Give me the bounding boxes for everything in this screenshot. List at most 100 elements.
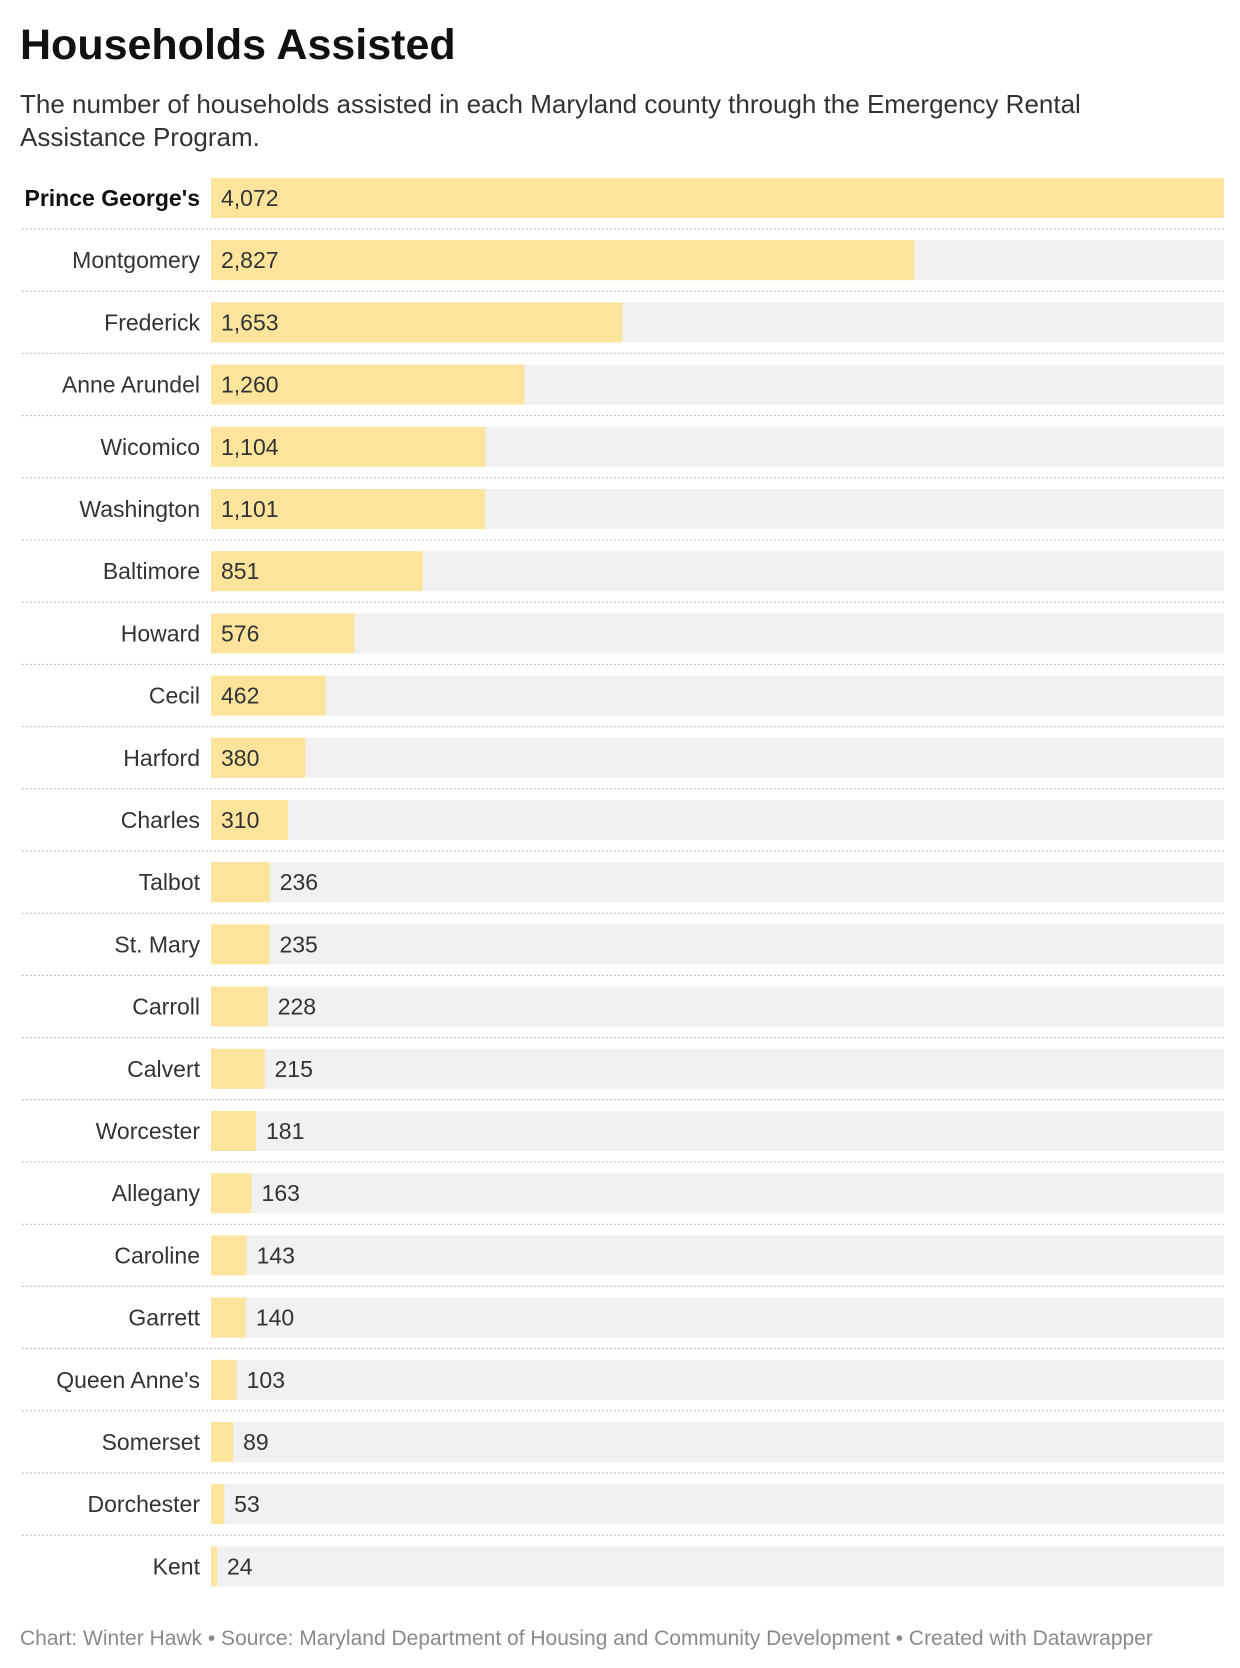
value-label: 235 xyxy=(279,931,317,957)
bar-track xyxy=(211,1359,1224,1400)
bar-track xyxy=(211,1297,1224,1338)
value-label: 215 xyxy=(274,1056,312,1082)
bar-row: Harford 380 xyxy=(22,737,1224,790)
bar xyxy=(211,862,270,903)
bar xyxy=(211,1235,247,1276)
value-label: 4,072 xyxy=(221,185,279,211)
bar-row: Allegany 163 xyxy=(22,1173,1224,1225)
category-label: Washington xyxy=(79,496,200,522)
bar xyxy=(211,1484,225,1525)
category-label: Somerset xyxy=(102,1429,201,1455)
chart-footer: Chart: Winter Hawk • Source: Maryland De… xyxy=(20,1627,1153,1650)
category-label: Wicomico xyxy=(100,434,200,460)
value-label: 2,827 xyxy=(221,247,279,273)
category-label: Prince George's xyxy=(25,185,201,211)
category-label: Worcester xyxy=(96,1118,201,1144)
bar-track xyxy=(211,1235,1224,1276)
bar-row: Baltimore 851 xyxy=(22,551,1224,603)
bar-row: Worcester 181 xyxy=(22,1111,1224,1163)
category-label: Caroline xyxy=(114,1242,200,1268)
value-label: 1,260 xyxy=(221,372,279,398)
bar-track xyxy=(211,862,1224,903)
category-label: Cecil xyxy=(149,683,200,709)
bar-track xyxy=(211,1546,1224,1587)
value-label: 103 xyxy=(247,1367,285,1393)
category-label: Talbot xyxy=(139,869,201,895)
bar-track xyxy=(211,924,1224,965)
category-label: Charles xyxy=(121,807,200,833)
category-label: St. Mary xyxy=(114,931,200,957)
bar xyxy=(211,1111,257,1151)
bar-row: Frederick 1,653 xyxy=(22,302,1224,354)
bar xyxy=(211,986,268,1027)
value-label: 1,104 xyxy=(221,434,279,460)
category-label: Queen Anne's xyxy=(56,1367,200,1393)
bar xyxy=(211,364,525,405)
bar xyxy=(211,800,289,840)
category-label: Howard xyxy=(121,620,200,646)
category-label: Garrett xyxy=(128,1305,200,1331)
chart-subtitle: The number of households assisted in eac… xyxy=(20,89,1081,152)
bar-row: Montgomery 2,827 xyxy=(22,240,1224,292)
bar-row: Charles 310 xyxy=(22,800,1224,852)
category-label: Anne Arundel xyxy=(62,372,200,398)
bar xyxy=(211,426,486,467)
bar-track xyxy=(211,1173,1224,1214)
bar-row: Wicomico 1,104 xyxy=(22,426,1224,479)
value-label: 310 xyxy=(221,807,259,833)
value-label: 143 xyxy=(257,1242,295,1268)
category-label: Montgomery xyxy=(72,247,200,273)
bar-row: Talbot 236 xyxy=(22,862,1224,914)
value-label: 1,653 xyxy=(221,309,279,335)
value-label: 53 xyxy=(234,1491,260,1517)
bar-track xyxy=(211,1422,1224,1462)
bar xyxy=(211,924,270,965)
bar-row: Howard 576 xyxy=(22,613,1224,665)
bar-row: Kent 24 xyxy=(153,1546,1224,1587)
value-label: 140 xyxy=(256,1305,294,1331)
bar xyxy=(211,1048,265,1089)
bar xyxy=(211,737,306,778)
bar-track xyxy=(211,675,1224,716)
bar-row: Washington 1,101 xyxy=(22,489,1224,541)
category-label: Harford xyxy=(123,745,200,771)
bar xyxy=(211,178,1224,218)
value-label: 380 xyxy=(221,745,259,771)
bar-row: Cecil 462 xyxy=(22,675,1224,728)
bar-row: Somerset 89 xyxy=(22,1422,1224,1474)
category-label: Calvert xyxy=(127,1056,200,1082)
bar xyxy=(211,613,355,654)
bar-track xyxy=(211,1484,1224,1525)
bar xyxy=(211,240,915,281)
category-label: Carroll xyxy=(132,994,200,1020)
value-label: 24 xyxy=(227,1553,253,1579)
value-label: 1,101 xyxy=(221,496,279,522)
bar xyxy=(211,675,326,716)
bar-row: Carroll 228 xyxy=(22,986,1224,1039)
bar-track xyxy=(211,986,1224,1027)
category-label: Baltimore xyxy=(103,558,200,584)
chart-title: Households Assisted xyxy=(20,21,456,69)
bar-track xyxy=(211,1111,1224,1151)
value-label: 462 xyxy=(221,683,259,709)
bar-row: Dorchester 53 xyxy=(22,1484,1224,1536)
bar xyxy=(211,1422,234,1462)
category-label: Frederick xyxy=(104,309,200,335)
bar-track xyxy=(211,1048,1224,1089)
value-label: 851 xyxy=(221,558,259,584)
bar xyxy=(211,1546,217,1587)
value-label: 89 xyxy=(243,1429,269,1455)
bar-row: St. Mary 235 xyxy=(22,924,1224,976)
category-label: Kent xyxy=(153,1553,201,1579)
category-label: Dorchester xyxy=(88,1491,201,1517)
bar xyxy=(211,1173,252,1214)
bar xyxy=(211,489,485,529)
bar-track xyxy=(211,613,1224,654)
bar-row: Prince George's 4,072 xyxy=(22,178,1224,230)
bar xyxy=(211,302,623,343)
bar xyxy=(211,551,423,592)
bar-row: Caroline 143 xyxy=(22,1235,1224,1287)
value-label: 181 xyxy=(266,1118,304,1144)
value-label: 228 xyxy=(278,994,316,1020)
